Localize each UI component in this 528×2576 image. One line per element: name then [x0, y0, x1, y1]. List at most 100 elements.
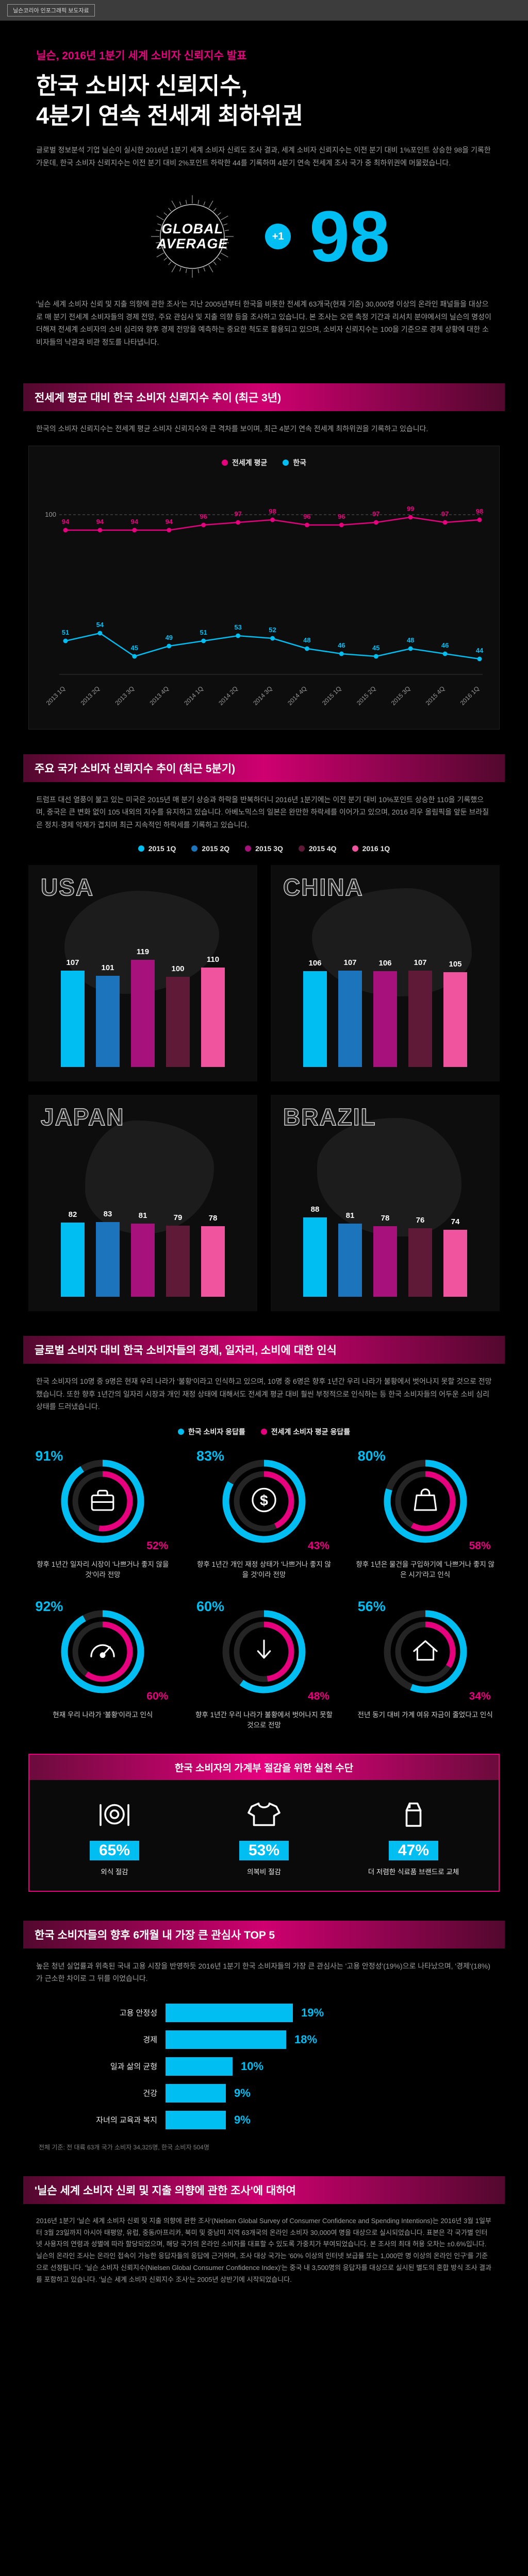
global-average-value: 98: [309, 196, 390, 277]
bar-group: 110: [201, 955, 225, 1067]
bar: [303, 1217, 327, 1297]
bar-value-label: 78: [208, 1214, 218, 1223]
section-title-perception: 글로벌 소비자 대비 한국 소비자들의 경제, 일자리, 소비에 대한 인식: [23, 1336, 505, 1364]
donut-caption: 향후 1년간 개인 재정 상태가 '나쁘거나 좋지 않을 것'이라 전망: [197, 1560, 331, 1579]
bar: [338, 971, 362, 1067]
svg-text:2015 1Q: 2015 1Q: [321, 685, 342, 706]
svg-text:51: 51: [62, 629, 69, 636]
concern-bar: [166, 2083, 226, 2103]
savings-box: 한국 소비자의 가계부 절감을 위한 실천 수단 65% 외식 절감 53% 의복비 …: [28, 1753, 500, 1892]
global-average-badge: GLOBAL AVERAGE: [138, 193, 246, 280]
tshirt-icon: [248, 1802, 280, 1826]
perception-donut: 91% 52% 향후 1년간 일자리 시장이 '나쁘거나 좋지 않을 것'이라 전망: [26, 1448, 179, 1581]
bar-group: 100: [166, 964, 190, 1067]
global-percentage: 34%: [469, 1690, 491, 1703]
donut-caption: 현재 우리 나라가 '불황'이라고 인식: [53, 1711, 153, 1719]
svg-text:46: 46: [441, 641, 449, 649]
bar-group: 107: [408, 958, 432, 1067]
bar: [443, 1230, 467, 1297]
concern-bar: [166, 2057, 233, 2076]
bar-value-label: 79: [173, 1213, 183, 1223]
svg-text:97: 97: [372, 510, 380, 518]
svg-text:2014 3Q: 2014 3Q: [252, 685, 273, 706]
bar-group: 78: [373, 1214, 397, 1297]
svg-text:54: 54: [96, 621, 104, 629]
svg-text:100: 100: [45, 511, 56, 518]
topbar-label: 닐슨코리아 인포그래픽 보도자료: [7, 4, 95, 16]
savings-items: 65% 외식 절감 53% 의복비 절감 47% 더 저렴한 식료품 브랜드로 교체: [29, 1780, 499, 1891]
global-average-change-badge: +1: [265, 224, 291, 250]
savings-value: 65%: [89, 1840, 140, 1860]
concern-row: 경제 18%: [39, 2030, 489, 2049]
concerns-bar-chart: 고용 안정성 19% 경제 18% 일과 삶의 균형 10% 건강 9% 자녀의 교육과 복지 9…: [39, 2003, 489, 2138]
donut-chart: 80% 58%: [358, 1448, 491, 1552]
dining-icon-wrap: [96, 1795, 133, 1834]
bar-group: 88: [303, 1205, 327, 1297]
trend-chart-panel: 전세계 평균 한국 100 94 94 94 94 96 97 98 96 96 97 99 97 98 51…: [28, 445, 500, 730]
country-bars: 82 83 81 79 78: [28, 1210, 257, 1297]
donut-rings: [222, 1610, 306, 1693]
perception-donut: 56% 34% 전년 동기 대비 가계 여유 자금이 줄었다고 인식: [349, 1599, 502, 1731]
legend-label: 2015 4Q: [308, 844, 337, 853]
japan-map-silhouette: [85, 1121, 214, 1234]
topbar: 닐슨코리아 인포그래픽 보도자료: [0, 0, 528, 21]
donut-rings: [222, 1460, 306, 1543]
bar-value-label: 83: [103, 1210, 112, 1219]
country-name: BRAZIL: [283, 1103, 376, 1131]
dollar-icon: $: [252, 1487, 276, 1512]
bar: [373, 1226, 397, 1297]
bar: [443, 972, 467, 1067]
korea-percentage: 60%: [196, 1599, 225, 1615]
arrow-down-icon-wrap: [248, 1634, 280, 1670]
country-name: CHINA: [283, 873, 364, 901]
bar: [131, 960, 155, 1067]
bar-group: 81: [338, 1211, 362, 1297]
bar-value-label: 76: [416, 1216, 425, 1225]
svg-text:52: 52: [269, 626, 276, 634]
concern-row: 고용 안정성 19%: [39, 2003, 489, 2022]
bar-value-label: 74: [451, 1217, 460, 1227]
grocery-icon-wrap: [395, 1795, 432, 1834]
country-name: JAPAN: [40, 1103, 125, 1131]
donut-rings: [384, 1460, 467, 1543]
svg-text:98: 98: [269, 507, 276, 515]
svg-text:97: 97: [234, 510, 241, 518]
svg-text:94: 94: [62, 518, 70, 526]
svg-text:94: 94: [131, 518, 139, 526]
donut-rings: [61, 1610, 144, 1693]
concern-row: 자녀의 교육과 복지 9%: [39, 2110, 489, 2129]
bar-value-label: 105: [449, 960, 462, 969]
svg-text:46: 46: [338, 641, 345, 649]
briefcase-icon-wrap: [86, 1483, 119, 1519]
global-percentage: 60%: [146, 1690, 169, 1703]
page-title: 한국 소비자 신뢰지수, 4분기 연속 전세계 최하위권: [36, 71, 492, 130]
korea-percentage: 80%: [357, 1448, 386, 1464]
svg-text:97: 97: [441, 510, 449, 518]
savings-item: 47% 더 저렴한 식료품 브랜드로 교체: [346, 1795, 481, 1877]
legend-label: 2015 2Q: [202, 844, 230, 853]
bar: [303, 971, 327, 1067]
shopping-bag-icon: [414, 1488, 437, 1511]
legend-item: 2015 2Q: [191, 844, 229, 853]
tshirt-icon-wrap: [246, 1795, 282, 1834]
global-average-figure: GLOBAL AVERAGE +1 98: [23, 193, 505, 280]
svg-text:2016 1Q: 2016 1Q: [459, 685, 481, 706]
content: 닐슨, 2016년 1분기 세계 소비자 신뢰지수 발표 한국 소비자 신뢰지수…: [0, 21, 528, 2576]
concern-bar: [166, 2030, 286, 2049]
donut-chart: $83% 43%: [196, 1448, 329, 1552]
legend-label: 한국 소비자 응답률: [188, 1427, 245, 1436]
methodology-body: 2016년 1분기 '닐슨 세계 소비자 신뢰 및 지출 의향에 관한 조사'(…: [36, 2216, 492, 2283]
bar-value-label: 106: [308, 959, 322, 968]
legend-dot: [298, 845, 305, 852]
dining-icon: [100, 1804, 129, 1826]
bar-value-label: 78: [381, 1214, 390, 1223]
bar-group: 79: [166, 1213, 190, 1297]
legend-dot: [221, 459, 228, 466]
svg-text:94: 94: [96, 518, 104, 526]
savings-item: 65% 외식 절감: [47, 1795, 182, 1877]
bar-group: 81: [131, 1211, 155, 1297]
bar-group: 107: [61, 958, 85, 1067]
bar: [373, 971, 397, 1067]
legend-item: 2015 1Q: [138, 844, 176, 853]
kicker: 닐슨, 2016년 1분기 세계 소비자 신뢰지수 발표: [36, 50, 247, 62]
